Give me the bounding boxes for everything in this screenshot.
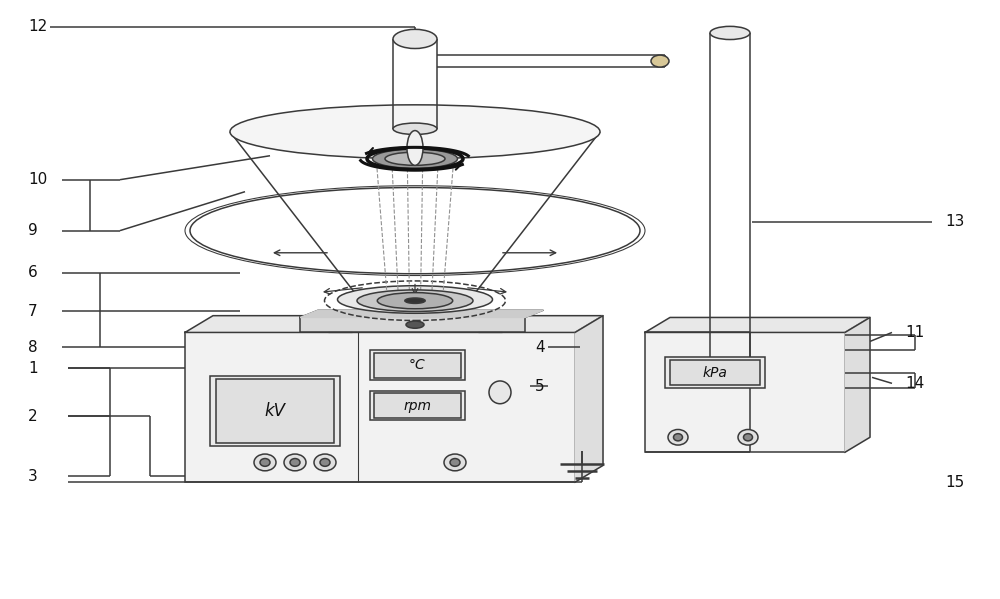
Ellipse shape [260,459,270,466]
Text: rpm: rpm [404,398,432,413]
Bar [665,357,765,388]
Ellipse shape [372,149,458,168]
Text: kPa: kPa [703,365,727,380]
Polygon shape [185,316,603,332]
Text: 14: 14 [905,376,924,391]
Ellipse shape [377,292,453,309]
Bar [300,317,525,332]
Ellipse shape [444,454,466,471]
Ellipse shape [357,290,473,311]
Ellipse shape [674,434,682,441]
Text: 8: 8 [28,340,38,355]
Ellipse shape [407,131,423,165]
Bar [210,376,340,446]
Ellipse shape [405,298,425,303]
Text: °C: °C [409,358,426,373]
Bar [216,379,334,443]
Ellipse shape [710,26,750,40]
Ellipse shape [284,454,306,471]
Text: 5: 5 [535,379,545,394]
Bar [370,350,465,380]
Polygon shape [300,310,543,317]
Ellipse shape [314,454,336,471]
Ellipse shape [290,459,300,466]
Bar [374,353,461,378]
Polygon shape [575,316,603,482]
Ellipse shape [385,152,445,165]
Polygon shape [845,317,870,452]
Ellipse shape [320,459,330,466]
Ellipse shape [668,429,688,445]
Text: 10: 10 [28,172,47,187]
Ellipse shape [406,321,424,328]
Bar [185,332,575,482]
Text: 12: 12 [28,19,47,35]
Text: 11: 11 [905,325,924,340]
Text: kV: kV [264,402,286,420]
Text: 3: 3 [28,468,38,484]
Ellipse shape [744,434,753,441]
Ellipse shape [393,29,437,49]
Ellipse shape [393,123,437,135]
Text: 2: 2 [28,409,38,424]
Ellipse shape [450,459,460,466]
Bar [645,332,845,452]
Polygon shape [645,317,870,332]
Ellipse shape [254,454,276,471]
Ellipse shape [738,429,758,445]
Text: 6: 6 [28,265,38,280]
Text: 15: 15 [945,474,964,490]
Text: 9: 9 [28,223,38,238]
Ellipse shape [651,55,669,67]
Ellipse shape [230,105,600,159]
Ellipse shape [338,286,492,313]
Text: 4: 4 [535,340,545,355]
Text: 7: 7 [28,304,38,319]
Text: 13: 13 [945,214,964,229]
Bar [370,391,465,420]
Ellipse shape [489,381,511,404]
Text: 1: 1 [28,361,38,376]
Bar [670,360,760,385]
Bar [374,393,461,418]
